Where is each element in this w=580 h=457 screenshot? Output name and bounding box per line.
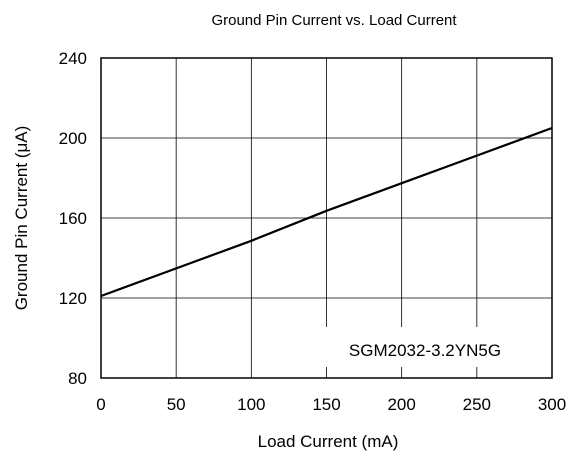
y-tick-label: 80 (68, 369, 87, 388)
device-annotation: SGM2032-3.2YN5G (349, 341, 501, 360)
x-tick-label: 200 (387, 395, 415, 414)
series-line (100, 126, 553, 298)
chart-title: Ground Pin Current vs. Load Current (211, 12, 457, 29)
x-tick-label: 300 (538, 395, 566, 414)
series-layer (100, 126, 553, 298)
y-tick-label: 200 (59, 129, 87, 148)
y-axis-label: Ground Pin Current (μA) (12, 126, 31, 311)
x-tick-label: 150 (312, 395, 340, 414)
x-tick-label: 250 (463, 395, 491, 414)
y-tick-label: 160 (59, 209, 87, 228)
x-tick-label: 0 (96, 395, 105, 414)
y-tick-label: 240 (59, 49, 87, 68)
grid-lines (101, 58, 552, 378)
x-axis-label: Load Current (mA) (258, 432, 399, 451)
tick-labels: 0 50 100 150 200 250 300 80 120 160 200 240 (59, 49, 567, 414)
annotation-background (320, 327, 546, 367)
y-tick-label: 120 (59, 289, 87, 308)
x-tick-label: 50 (167, 395, 186, 414)
x-tick-label: 100 (237, 395, 265, 414)
plot-frame (100, 57, 553, 379)
